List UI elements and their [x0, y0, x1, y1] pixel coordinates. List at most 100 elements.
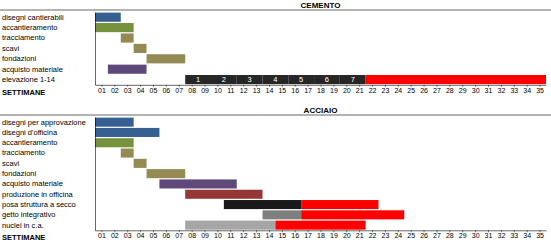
gantt-bar	[121, 33, 134, 42]
x-axis-line	[96, 230, 547, 231]
x-tick-label: 19	[330, 232, 338, 239]
y-axis: disegni per approvazionedisegni d'offici…	[2, 118, 96, 231]
x-tick: 17	[304, 85, 312, 94]
gantt-bar	[134, 44, 147, 53]
x-tick-label: 05	[150, 232, 158, 239]
x-axis-label: SETTIMANE	[2, 233, 45, 242]
x-tick: 16	[291, 230, 299, 239]
x-tick: 24	[394, 230, 402, 239]
x-tick-label: 25	[407, 232, 415, 239]
x-tick-label: 33	[510, 87, 518, 94]
x-tick-label: 22	[369, 232, 377, 239]
y-tick: posa struttura a secco	[2, 200, 95, 209]
x-tick-label: 08	[188, 232, 196, 239]
x-tick-label: 34	[523, 87, 531, 94]
x-tick-label: 12	[240, 232, 248, 239]
gantt-bar	[185, 190, 262, 199]
x-axis-label: SETTIMANE	[2, 88, 45, 97]
gantt-bar	[314, 75, 340, 84]
x-tick: 20	[343, 230, 351, 239]
x-tick: 04	[137, 85, 145, 94]
gantt-bar	[288, 75, 314, 84]
y-tick-label: elevazione 1-14	[2, 75, 55, 84]
x-tick-label: 26	[420, 87, 428, 94]
x-tick: 19	[330, 230, 338, 239]
x-tick: 31	[485, 230, 493, 239]
gantt-bar	[224, 200, 301, 209]
x-tick-label: 01	[98, 87, 106, 94]
x-tick: 12	[240, 230, 248, 239]
x-tick-label: 02	[111, 87, 119, 94]
y-tick-label: produzione in officina	[2, 190, 74, 199]
x-tick-label: 04	[137, 232, 145, 239]
x-tick: 23	[382, 85, 390, 94]
x-tick-label: 23	[382, 87, 390, 94]
x-tick-label: 15	[278, 232, 286, 239]
x-tick: 25	[407, 85, 415, 94]
y-tick: accantieramento	[2, 138, 95, 147]
panel: CEMENTO1234567disegni cantierabiliaccant…	[0, 1, 551, 97]
x-tick-label: 23	[382, 232, 390, 239]
x-tick: 32	[498, 230, 506, 239]
x-tick-label: 20	[343, 232, 351, 239]
bar-label: 5	[299, 75, 303, 84]
x-tick: 33	[510, 85, 518, 94]
x-tick: 02	[111, 230, 119, 239]
y-tick-label: acquisto materiale	[2, 65, 63, 74]
x-tick: 34	[523, 230, 531, 239]
y-tick-label: getto integrativo	[2, 210, 55, 219]
x-tick-label: 03	[124, 87, 132, 94]
chart-container: CEMENTO1234567disegni cantierabiliaccant…	[0, 0, 551, 244]
gantt-bar	[366, 75, 546, 84]
gantt-bar	[95, 13, 121, 22]
gantt-bar	[147, 54, 186, 63]
x-tick-label: 17	[304, 232, 312, 239]
x-tick: 03	[124, 85, 132, 94]
x-tick-label: 15	[278, 87, 286, 94]
x-tick-label: 14	[266, 232, 274, 239]
gantt-bar	[185, 221, 275, 230]
x-tick-label: 09	[201, 87, 209, 94]
x-tick-label: 06	[162, 87, 170, 94]
y-tick-label: acquisto materiale	[2, 179, 63, 188]
gantt-bar	[95, 138, 134, 147]
x-tick: 09	[201, 230, 209, 239]
x-tick: 12	[240, 85, 248, 94]
x-tick: 18	[317, 85, 325, 94]
x-tick: 20	[343, 85, 351, 94]
gantt-bar	[301, 200, 378, 209]
y-tick: acquisto materiale	[2, 179, 95, 188]
y-tick: getto integrativo	[2, 210, 95, 219]
x-tick: 01	[98, 230, 106, 239]
gantt-bar	[301, 210, 404, 219]
x-tick: 27	[433, 85, 441, 94]
bar-label: 7	[351, 75, 355, 84]
chart-svg: CEMENTO1234567disegni cantierabiliaccant…	[0, 0, 551, 244]
x-tick: 14	[266, 85, 274, 94]
x-tick-label: 28	[446, 232, 454, 239]
y-tick: nuclei in c.a.	[2, 221, 95, 230]
x-tick-label: 18	[317, 232, 325, 239]
y-tick: produzione in officina	[2, 190, 95, 199]
x-tick: 03	[124, 230, 132, 239]
bar-labels: 1234567	[196, 75, 355, 84]
x-tick-label: 09	[201, 232, 209, 239]
x-tick: 15	[278, 85, 286, 94]
x-tick: 19	[330, 85, 338, 94]
gantt-bar	[95, 118, 134, 127]
x-tick-label: 12	[240, 87, 248, 94]
x-tick-label: 07	[175, 87, 183, 94]
y-tick-label: fondazioni	[2, 169, 37, 178]
x-tick-label: 30	[472, 232, 480, 239]
x-tick: 11	[227, 85, 234, 94]
x-tick: 07	[175, 230, 183, 239]
gantt-bar	[185, 75, 211, 84]
bar-label: 6	[325, 75, 329, 84]
x-tick-label: 08	[188, 87, 196, 94]
y-tick: disegni cantierabili	[2, 13, 95, 22]
y-tick-label: tracciamento	[2, 33, 45, 42]
title-rule	[0, 115, 551, 116]
bar-label: 1	[196, 75, 200, 84]
gantt-bar	[95, 23, 134, 32]
x-tick: 28	[446, 85, 454, 94]
